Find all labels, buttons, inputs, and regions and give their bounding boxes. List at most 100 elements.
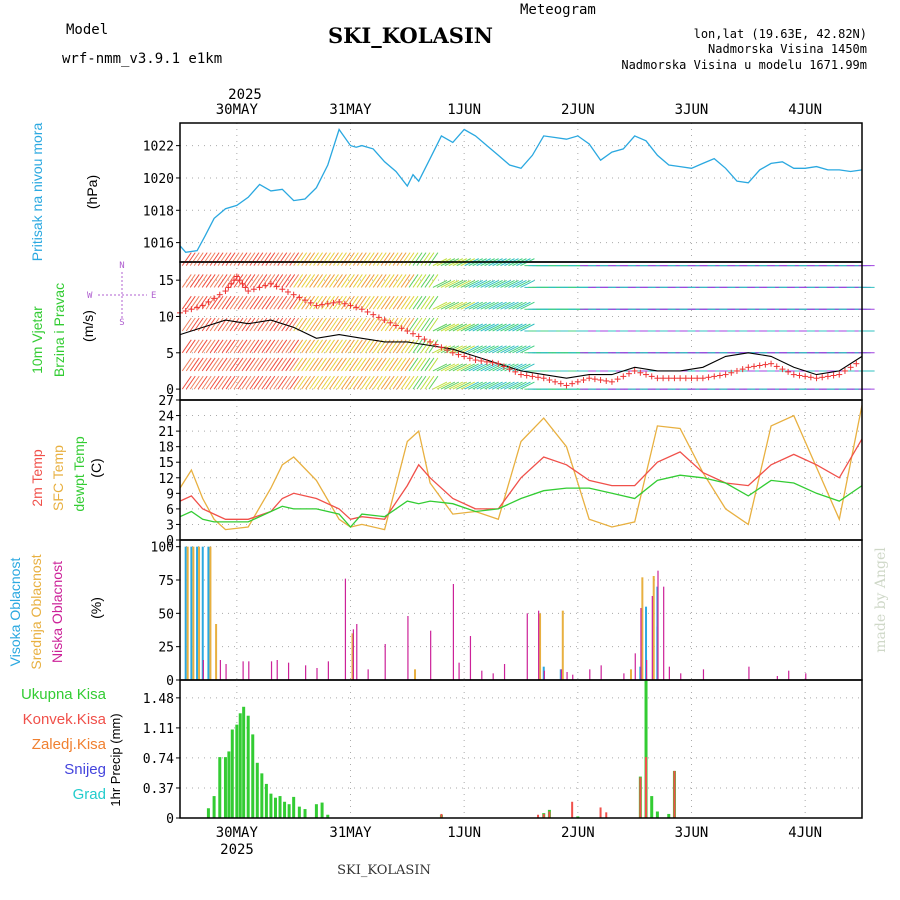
wind-barb (412, 375, 423, 390)
wind-barb (360, 317, 371, 332)
wind-barb (337, 339, 347, 354)
wind-barb (193, 252, 204, 266)
wind-barb (464, 279, 479, 288)
wind-barb (257, 295, 268, 310)
wind-barb (281, 339, 292, 354)
wind-barb (261, 252, 272, 266)
wind-barb (360, 357, 371, 372)
wind-barb (293, 375, 304, 390)
wind-barb (273, 339, 284, 354)
wind-barb (468, 279, 483, 288)
wind-barb (273, 295, 284, 310)
low-cloud-bar (202, 660, 204, 680)
wind-barb (185, 295, 196, 310)
wind-barb (352, 357, 363, 372)
wind-barb (364, 375, 375, 390)
wind-barb (253, 339, 264, 354)
wind-barb (293, 274, 304, 288)
wind-barb (317, 375, 327, 390)
wind-barb (472, 301, 487, 310)
precip-legend-item: Snijeg (64, 761, 106, 778)
wind-barb (233, 339, 244, 354)
wind-barb (380, 295, 391, 310)
conv-precip-bar (605, 812, 608, 818)
low-cloud-bar (589, 669, 591, 680)
wind-barb (344, 339, 355, 354)
sfc-temp-line (179, 405, 863, 531)
wind-barb (285, 357, 296, 372)
wind-barb (197, 339, 208, 354)
wind-barb (185, 357, 196, 372)
wind-barb (364, 252, 375, 266)
ytick-label: 100 (151, 541, 174, 556)
day-label-bottom: 4JUN (788, 825, 822, 841)
wind-barb (225, 252, 236, 266)
wind-barb (213, 317, 224, 332)
wind-barb (512, 323, 527, 332)
wind-barb (512, 363, 527, 372)
wind-barb (269, 317, 280, 332)
wind-barb (333, 295, 343, 310)
low-cloud-bar (270, 661, 273, 680)
wind-barb (297, 274, 308, 288)
wind-barb (372, 339, 383, 354)
wind-barb (408, 274, 419, 288)
wind-barb (229, 252, 240, 266)
wind-barb (404, 295, 415, 310)
wind-barb (472, 381, 487, 390)
wind-barb (317, 339, 327, 354)
wind-barb (333, 317, 343, 332)
compass-w: W (87, 291, 93, 301)
wind-barb (209, 252, 220, 266)
wind-barb (205, 375, 216, 390)
wind-barb (344, 357, 355, 372)
wind-barb (432, 323, 448, 332)
wind-barb (257, 252, 268, 266)
year-top: 2025 (228, 87, 262, 103)
low-cloud-bar (356, 624, 358, 680)
wind-barb (520, 345, 535, 354)
precip-legend-item: Zaledj.Kisa (32, 736, 107, 753)
wind-barb (241, 252, 252, 266)
wind-barb (241, 295, 252, 310)
total-precip-bar (314, 804, 318, 818)
wind-barb (229, 295, 240, 310)
wind-barb (392, 252, 403, 266)
wind-barb (472, 345, 487, 354)
wind-barb (484, 345, 499, 354)
wind-barb (245, 274, 256, 288)
wind-barb (333, 357, 343, 372)
wind-barb (265, 317, 276, 332)
wind-barb (309, 252, 319, 266)
wind-barb (249, 274, 260, 288)
wind-barb (293, 357, 304, 372)
day-label-top: 4JUN (788, 102, 822, 118)
wind-barb (360, 339, 371, 354)
total-precip-bar (246, 715, 250, 818)
wind-barb (416, 375, 427, 390)
wind-barb (245, 252, 256, 266)
wind-barb (193, 375, 204, 390)
wind-barb (217, 252, 228, 266)
wind-barb (428, 274, 439, 288)
wind-barb (348, 357, 359, 372)
conv-precip-bar (639, 777, 642, 818)
pressure-grid: 1016 1018 1020 1022 (143, 123, 862, 262)
ytick-label: 15 (158, 456, 174, 471)
wind-barb (305, 317, 316, 332)
wind-barb (352, 252, 363, 266)
total-precip-bar (212, 796, 216, 818)
total-precip-bar (303, 809, 307, 818)
wind-barb (520, 363, 535, 372)
day-label-top: 30MAY (216, 102, 259, 118)
wind-barb (217, 375, 228, 390)
wind-barb (209, 274, 220, 288)
wind-barb (504, 279, 519, 288)
precip-legend-item: Grad (73, 786, 106, 803)
wind-barb (249, 339, 260, 354)
wind-barb (181, 274, 192, 288)
wind-barb (245, 317, 256, 332)
wind-barb (388, 274, 399, 288)
low-cloud-label: Niska Oblacnost (49, 561, 65, 663)
wind-barb (372, 317, 383, 332)
